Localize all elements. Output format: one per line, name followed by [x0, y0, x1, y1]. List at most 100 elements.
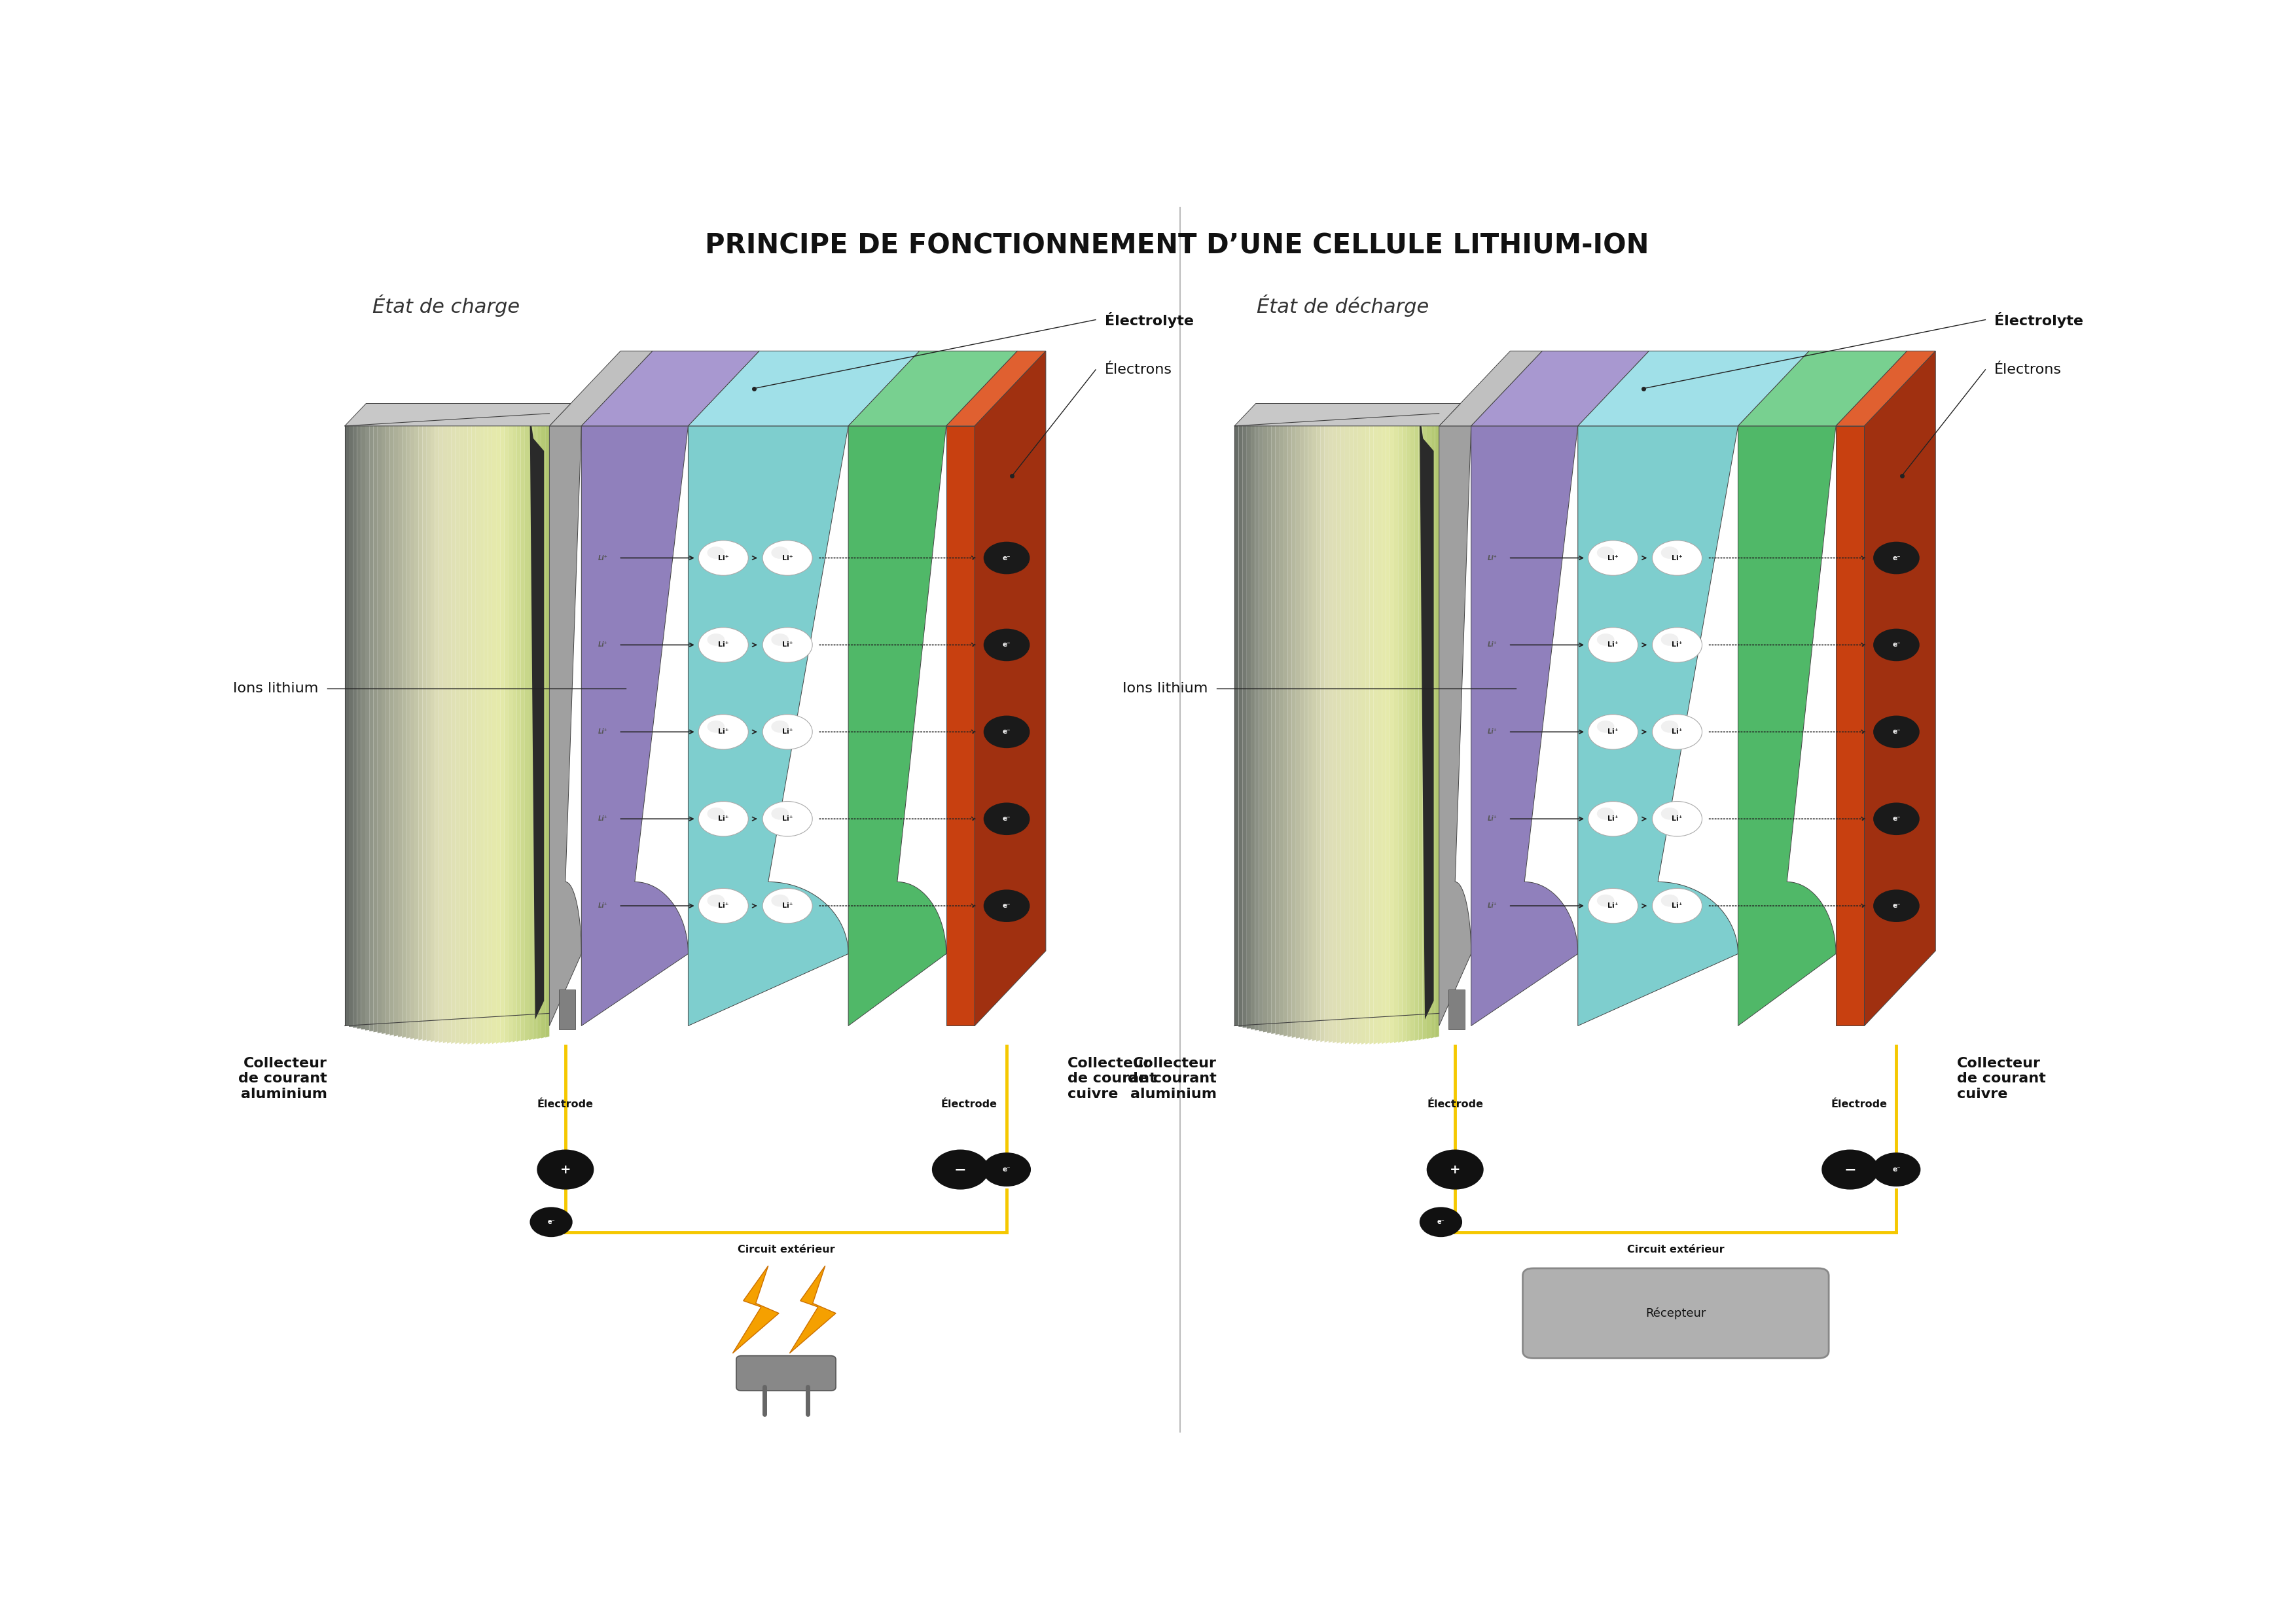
- Polygon shape: [581, 351, 760, 425]
- Polygon shape: [1238, 425, 1242, 1027]
- Polygon shape: [512, 406, 517, 1042]
- Circle shape: [698, 628, 748, 662]
- Text: Li⁺: Li⁺: [719, 816, 728, 823]
- Polygon shape: [974, 351, 1045, 1026]
- Polygon shape: [521, 407, 526, 1042]
- Polygon shape: [1352, 404, 1357, 1045]
- Text: Li⁺: Li⁺: [1607, 816, 1619, 823]
- Polygon shape: [1325, 406, 1329, 1042]
- Polygon shape: [484, 404, 489, 1044]
- Text: e⁻: e⁻: [1437, 1219, 1444, 1225]
- Polygon shape: [1378, 404, 1382, 1044]
- Circle shape: [698, 802, 748, 836]
- Polygon shape: [1256, 420, 1258, 1031]
- Text: Ions lithium: Ions lithium: [232, 682, 319, 695]
- Text: Électrolyte: Électrolyte: [1995, 312, 2082, 328]
- Circle shape: [771, 808, 790, 820]
- Circle shape: [762, 802, 813, 836]
- Polygon shape: [1309, 409, 1313, 1040]
- Polygon shape: [1336, 404, 1341, 1044]
- Text: Électrode: Électrode: [537, 1100, 595, 1110]
- Circle shape: [1426, 1149, 1483, 1190]
- Circle shape: [1653, 628, 1701, 662]
- Circle shape: [1598, 894, 1614, 907]
- Polygon shape: [1440, 351, 1543, 425]
- Polygon shape: [418, 409, 422, 1040]
- Text: Électrons: Électrons: [1995, 364, 2062, 377]
- Text: Électrode: Électrode: [941, 1100, 996, 1110]
- Text: Circuit extérieur: Circuit extérieur: [737, 1245, 836, 1255]
- Polygon shape: [1316, 407, 1320, 1042]
- Circle shape: [1871, 1152, 1919, 1186]
- Polygon shape: [1267, 417, 1272, 1034]
- Text: Li⁺: Li⁺: [1607, 641, 1619, 648]
- Polygon shape: [1472, 351, 1649, 425]
- Polygon shape: [1251, 422, 1256, 1029]
- Circle shape: [1419, 1208, 1463, 1237]
- Polygon shape: [1430, 411, 1435, 1039]
- Circle shape: [762, 540, 813, 576]
- Polygon shape: [402, 411, 406, 1039]
- Polygon shape: [413, 409, 418, 1040]
- Text: Collecteur
de courant
aluminium: Collecteur de courant aluminium: [239, 1057, 326, 1100]
- Polygon shape: [1247, 422, 1251, 1029]
- Text: Li⁺: Li⁺: [1671, 902, 1683, 909]
- Polygon shape: [448, 404, 450, 1044]
- Text: e⁻: e⁻: [1892, 555, 1901, 562]
- Circle shape: [983, 716, 1031, 748]
- Circle shape: [1874, 803, 1919, 836]
- Polygon shape: [374, 419, 377, 1032]
- Text: Li⁺: Li⁺: [783, 902, 792, 909]
- Circle shape: [771, 894, 790, 907]
- Text: Li⁺: Li⁺: [1488, 729, 1497, 735]
- Polygon shape: [1332, 406, 1336, 1044]
- Polygon shape: [1235, 425, 1238, 1026]
- Polygon shape: [946, 425, 974, 1026]
- Polygon shape: [1387, 404, 1389, 1044]
- Polygon shape: [1864, 351, 1936, 1026]
- Polygon shape: [480, 404, 484, 1045]
- Polygon shape: [491, 404, 496, 1044]
- Text: Li⁺: Li⁺: [597, 902, 608, 909]
- Polygon shape: [501, 404, 505, 1044]
- Circle shape: [530, 1208, 572, 1237]
- Polygon shape: [1329, 406, 1332, 1044]
- Circle shape: [537, 1149, 595, 1190]
- Circle shape: [707, 633, 726, 646]
- Polygon shape: [422, 407, 427, 1040]
- Polygon shape: [354, 424, 356, 1027]
- Text: État de décharge: État de décharge: [1256, 295, 1428, 316]
- Circle shape: [698, 540, 748, 576]
- Polygon shape: [526, 407, 528, 1040]
- Text: e⁻: e⁻: [1003, 816, 1010, 823]
- Polygon shape: [397, 412, 402, 1037]
- Text: Li⁺: Li⁺: [719, 902, 728, 909]
- Polygon shape: [1288, 412, 1293, 1037]
- Polygon shape: [790, 1266, 836, 1354]
- Text: Électrode: Électrode: [1426, 1100, 1483, 1110]
- Circle shape: [1653, 540, 1701, 576]
- Circle shape: [1653, 802, 1701, 836]
- Polygon shape: [443, 406, 448, 1044]
- Polygon shape: [1419, 409, 1424, 1040]
- Polygon shape: [390, 414, 395, 1035]
- Circle shape: [762, 888, 813, 923]
- Text: e⁻: e⁻: [1892, 641, 1901, 648]
- Circle shape: [707, 721, 726, 732]
- Polygon shape: [732, 1266, 778, 1354]
- Polygon shape: [1414, 407, 1419, 1040]
- Text: Li⁺: Li⁺: [597, 555, 608, 562]
- Circle shape: [1660, 633, 1678, 646]
- Circle shape: [983, 542, 1031, 575]
- Polygon shape: [411, 409, 413, 1039]
- Polygon shape: [459, 404, 464, 1044]
- Circle shape: [1589, 714, 1637, 750]
- Polygon shape: [1279, 414, 1283, 1035]
- Polygon shape: [360, 422, 365, 1029]
- Polygon shape: [1357, 404, 1362, 1045]
- Polygon shape: [847, 425, 946, 1026]
- Polygon shape: [1449, 990, 1465, 1029]
- Text: Li⁺: Li⁺: [597, 641, 608, 648]
- Text: Li⁺: Li⁺: [783, 729, 792, 735]
- Polygon shape: [1407, 407, 1410, 1042]
